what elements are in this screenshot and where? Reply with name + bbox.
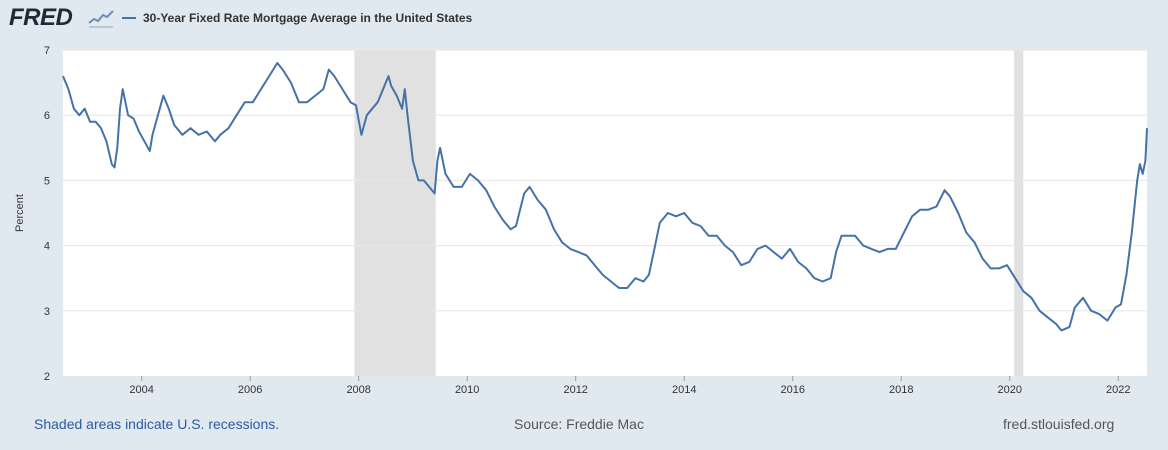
x-tick-label: 2008 — [346, 384, 370, 396]
x-tick-label: 2020 — [997, 384, 1021, 396]
x-tick-label: 2012 — [563, 384, 587, 396]
x-tick-label: 2004 — [129, 384, 153, 396]
recession-band — [354, 50, 436, 376]
y-tick-label: 6 — [44, 110, 50, 122]
site-url[interactable]: fred.stlouisfed.org — [1003, 416, 1115, 432]
x-tick-label: 2018 — [889, 384, 913, 396]
series-line-mortgage-rate[interactable] — [62, 62, 1148, 332]
x-tick-label: 2010 — [455, 384, 479, 396]
x-tick-label: 2022 — [1106, 384, 1130, 396]
recession-bands — [354, 50, 1024, 376]
source-note: Source: Freddie Mac — [514, 416, 644, 432]
recession-band — [1014, 50, 1024, 376]
fred-logo[interactable]: FRED — [9, 4, 73, 31]
x-tick-label: 2006 — [238, 384, 262, 396]
y-axis-ticks: 2 3 4 5 6 7 — [44, 45, 50, 383]
x-axis-ticks: 2004 2006 2008 2010 2012 2014 2016 2018 2020 2022 — [129, 376, 1130, 396]
y-tick-label: 7 — [44, 45, 50, 57]
chart-legend: 30-Year Fixed Rate Mortgage Average in t… — [122, 11, 472, 25]
y-tick-label: 4 — [44, 241, 50, 253]
x-tick-label: 2014 — [672, 384, 696, 396]
legend-swatch — [122, 17, 136, 19]
recession-note-link[interactable]: Shaded areas indicate U.S. recessions. — [34, 416, 280, 432]
y-axis-label: Percent — [14, 194, 26, 232]
y-tick-label: 3 — [44, 306, 50, 318]
y-tick-label: 2 — [44, 371, 50, 383]
x-tick-label: 2016 — [780, 384, 804, 396]
plot-area — [63, 50, 1147, 376]
chart-header: FRED 30-Year Fixed Rate Mortgage Average… — [0, 0, 1168, 40]
y-tick-label: 5 — [44, 175, 50, 187]
legend-label: 30-Year Fixed Rate Mortgage Average in t… — [143, 11, 473, 25]
grid-lines — [63, 49, 1147, 312]
line-graph-icon — [88, 8, 114, 28]
